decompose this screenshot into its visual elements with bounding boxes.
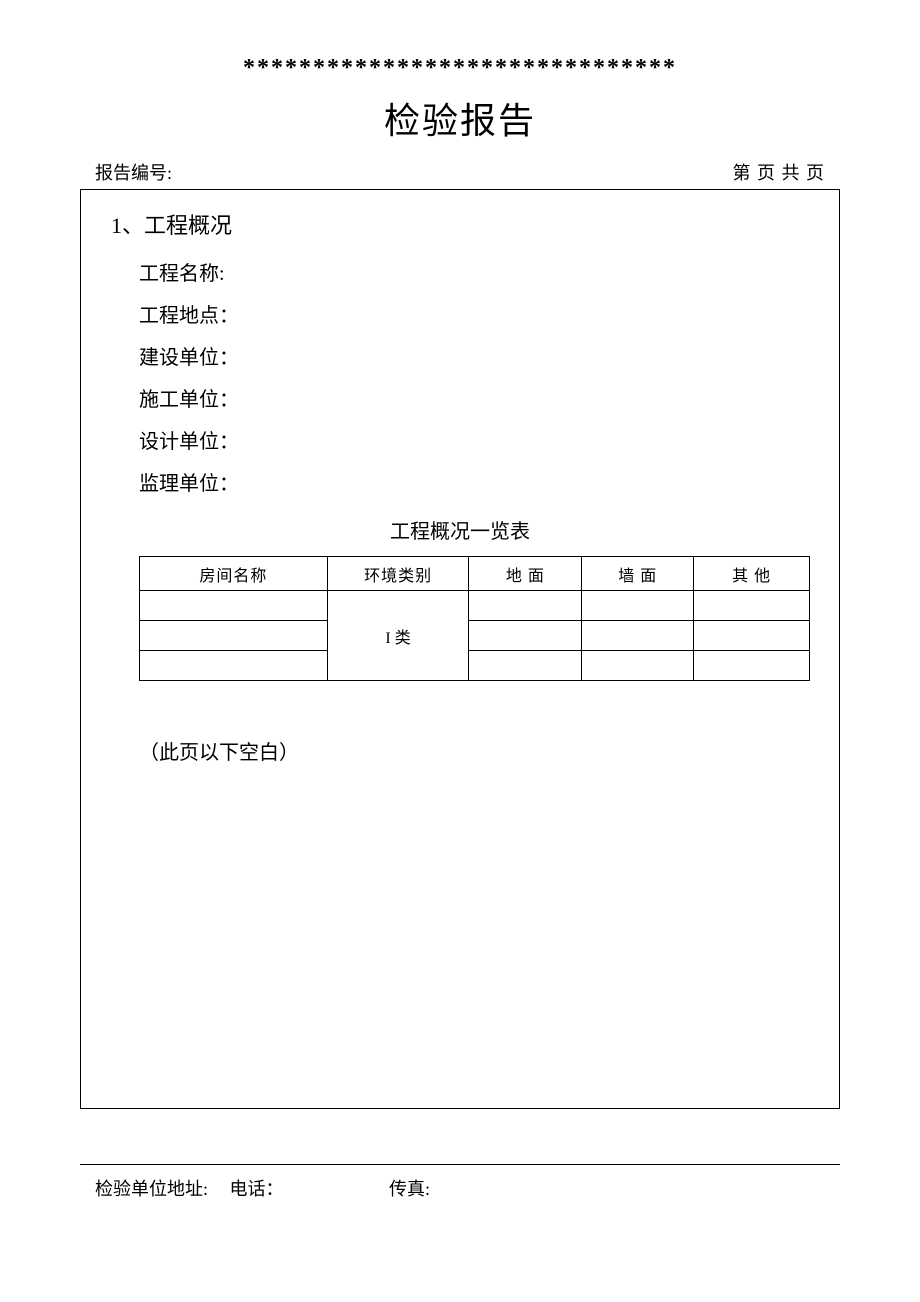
- cell-floor: [469, 651, 582, 681]
- page-number-label: 第 页 共 页: [733, 159, 826, 185]
- table-row: [140, 621, 810, 651]
- cell-other: [694, 591, 810, 621]
- th-floor: 地 面: [469, 557, 582, 591]
- th-room-name: 房间名称: [140, 557, 328, 591]
- report-number-label: 报告编号:: [95, 159, 172, 185]
- table-header-row: 房间名称 环境类别 地 面 墙 面 其 他: [140, 557, 810, 591]
- overview-table: 房间名称 环境类别 地 面 墙 面 其 他 I 类: [139, 556, 810, 681]
- blank-below-note: （此页以下空白）: [139, 736, 809, 765]
- footer-contact-row: 检验单位地址: 电话： 传真:: [80, 1175, 840, 1201]
- table-row: [140, 651, 810, 681]
- footer-phone-label: 电话：: [230, 1175, 385, 1201]
- cell-other: [694, 621, 810, 651]
- field-supervision-unit: 监理单位：: [139, 468, 809, 500]
- cell-wall: [582, 591, 694, 621]
- cell-room: [140, 651, 328, 681]
- section-1-heading: 1、工程概况: [111, 208, 809, 240]
- footer-address-label: 检验单位地址:: [95, 1175, 225, 1201]
- th-wall: 墙 面: [582, 557, 694, 591]
- header-info-row: 报告编号: 第 页 共 页: [80, 159, 840, 189]
- field-project-name: 工程名称:: [139, 258, 809, 290]
- footer-fax-label: 传真:: [389, 1175, 430, 1201]
- table-row: I 类: [140, 591, 810, 621]
- footer-divider: [80, 1164, 840, 1165]
- cell-room: [140, 621, 328, 651]
- document-title: 检验报告: [80, 92, 840, 144]
- cell-env-category: I 类: [327, 591, 469, 681]
- field-project-location: 工程地点：: [139, 300, 809, 332]
- main-content-box: 1、工程概况 工程名称: 工程地点： 建设单位： 施工单位： 设计单位： 监理单…: [80, 189, 840, 1109]
- cell-floor: [469, 621, 582, 651]
- asterisk-decoration: *******************************: [80, 55, 840, 82]
- cell-other: [694, 651, 810, 681]
- field-construction-unit: 建设单位：: [139, 342, 809, 374]
- table-title: 工程概况一览表: [111, 515, 809, 544]
- cell-floor: [469, 591, 582, 621]
- field-contractor-unit: 施工单位：: [139, 384, 809, 416]
- field-design-unit: 设计单位：: [139, 426, 809, 458]
- cell-room: [140, 591, 328, 621]
- cell-wall: [582, 621, 694, 651]
- th-other: 其 他: [694, 557, 810, 591]
- th-env-category: 环境类别: [327, 557, 469, 591]
- cell-wall: [582, 651, 694, 681]
